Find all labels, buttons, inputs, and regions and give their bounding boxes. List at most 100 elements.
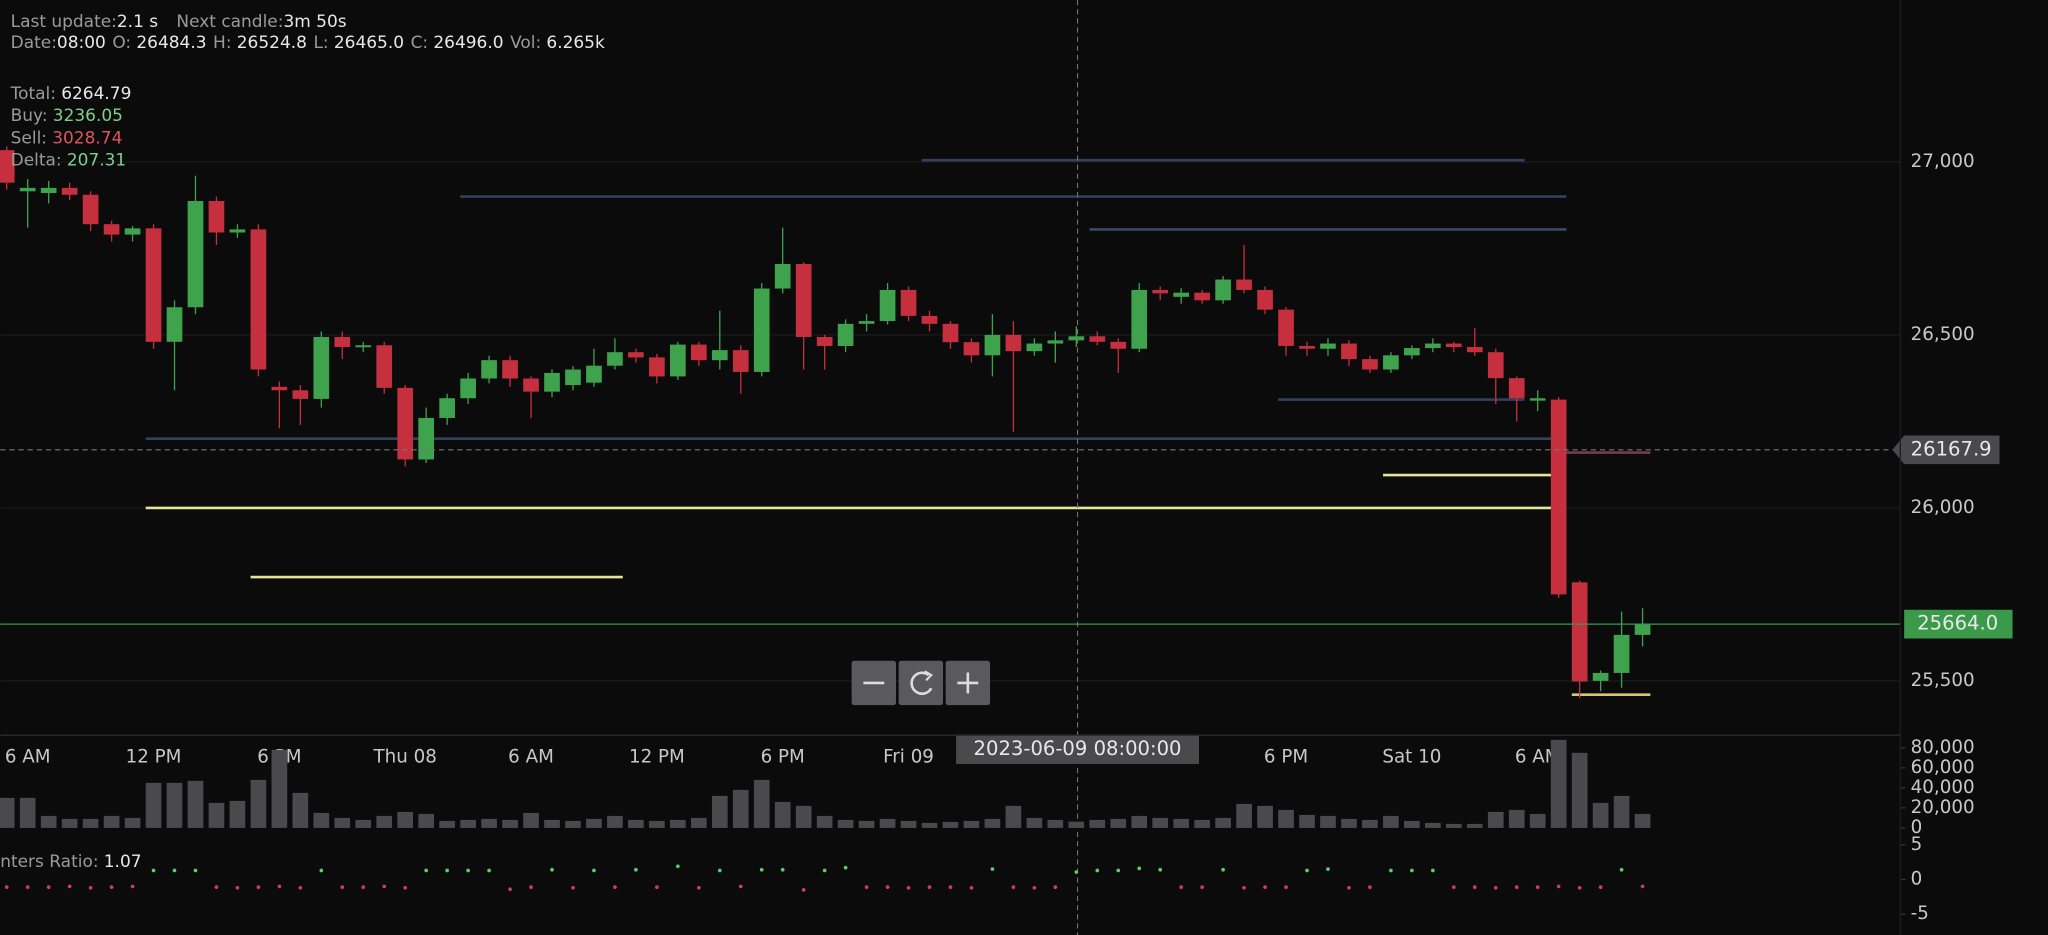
ratio-dot [256,885,261,889]
value: 6.265k [546,33,605,53]
volume-bar [1341,818,1357,828]
ratio-dot [1556,884,1561,889]
candle-body [502,360,518,379]
volume-bar [1592,802,1609,828]
last-price-label: 25664.0 [1917,612,1998,635]
label: L: [313,33,328,53]
ratio-dot [1053,885,1058,889]
ratio-dot [1451,885,1456,889]
volume-bar [544,819,560,828]
candle-body [1194,292,1210,301]
volume-bar [103,815,120,828]
x-tick-label: 6 AM [1515,746,1561,767]
label: nters Ratio: [0,852,98,872]
candle-body [1173,292,1190,297]
y-tick-label: 60,000 [1911,757,1975,778]
ratio-dot [1179,885,1184,889]
volume-bar [334,817,351,828]
volume-bar [187,780,204,828]
candle-body [1089,336,1106,342]
ratio-dot [319,868,324,873]
ratio-dot [130,884,135,889]
volume-bar [984,818,1001,828]
candle-body [1341,343,1357,360]
x-tick-label: Fri 09 [883,746,934,767]
ratio-dot [46,885,51,889]
ratio-dot [1200,885,1204,889]
candle-body [858,321,875,324]
candle-body [1571,582,1588,682]
ratio-dot [1514,885,1519,889]
volume-bar [649,820,665,828]
candle-body [19,187,36,192]
candle-body [607,352,623,366]
crosshair-time-label: 2023-06-09 08:00:00 [974,737,1182,760]
y-tick-label: 0 [1911,868,1923,889]
volume-bar [921,822,938,828]
ratio-dot [382,884,387,889]
candle-body [334,336,351,348]
value: 08:00 [57,33,106,53]
ratio-dot [717,868,722,873]
ratio-dot [25,885,30,889]
ratio-dot [1242,885,1246,890]
candle-body [1487,352,1504,379]
reset-button[interactable] [898,660,944,706]
candle-body [670,344,686,377]
volume-bar [858,820,875,828]
volume-bar [879,818,896,828]
ratio-dot [801,888,806,892]
volume-bar [439,820,455,828]
candle-body [942,323,959,343]
volume-bar [1487,811,1504,828]
ratio-dot [990,867,995,871]
ratio-dot [1032,885,1037,890]
volume-bar [774,801,791,828]
value: 207.31 [67,151,126,171]
volume-bar [292,792,309,828]
label: Date: [11,33,57,53]
volume-bar [1215,817,1231,828]
volume-bar [1194,819,1210,828]
label: O: [112,33,131,53]
candle-body [250,229,267,370]
ratio-dot [1368,885,1372,889]
candle-body [690,344,707,361]
zoom-in-button[interactable] [945,660,991,706]
ratio-dot [927,885,932,889]
ratio-dot [1577,885,1582,890]
volume-bar [900,820,917,828]
ratio-dot [759,867,764,872]
label: C: [411,33,429,53]
x-tick-label: 6 AM [508,746,554,767]
candle-body [481,360,497,379]
ratio-dot [1640,884,1645,889]
value: 3028.74 [52,128,122,148]
volume-bar [628,819,644,828]
candle-body [1215,279,1231,301]
volume-bar [1152,817,1169,828]
ratio-dot [508,887,512,892]
volume-bar [942,821,959,828]
y-tick-label: 26,500 [1911,324,1975,345]
volume-bar [1026,817,1043,828]
candle-body [1445,343,1462,348]
ratio-dot [1074,870,1079,874]
ratio-dot [864,885,869,889]
y-tick-label: 25,500 [1911,670,1975,691]
candle-body [921,315,938,324]
candle-body [0,150,15,183]
label: Buy: [11,106,48,126]
volume-bar [208,802,225,828]
volume-bar [1173,818,1190,828]
volume-bar [837,819,854,828]
stat: Delta: 207.31 [11,151,127,171]
y-tick-label: 27,000 [1911,151,1975,172]
candle-body [1152,289,1169,294]
zoom-out-button[interactable] [851,660,897,706]
ratio-dot [4,885,9,889]
ratio-dot [1347,885,1351,890]
volume-bar [1257,805,1273,828]
candle-body [376,345,393,388]
